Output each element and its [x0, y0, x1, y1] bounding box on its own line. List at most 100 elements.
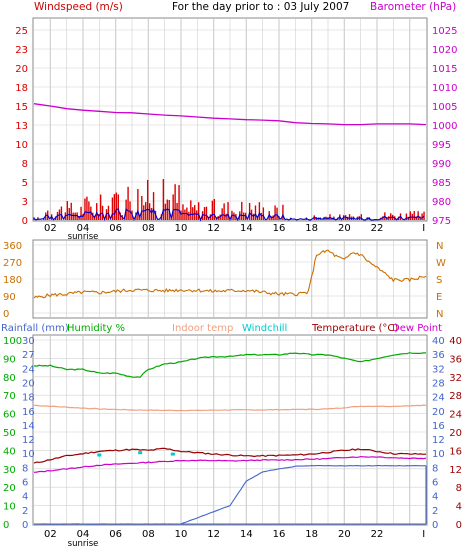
y-tick-label-temperature: 28 [449, 391, 462, 402]
temperature-legend-label: Temperature (°C) [311, 323, 398, 334]
y-tick-label-rainfall-right: 12 [432, 435, 445, 446]
y-tick-label-rainfall: 27 [22, 350, 35, 361]
y-tick-label-humidity: 80 [3, 373, 16, 384]
grid-layer [34, 19, 426, 525]
y-tick-label-rainfall-right: 40 [432, 336, 445, 347]
y-tick-label-rainfall-right: 8 [432, 463, 438, 474]
y-tick-label-windspeed: 20 [15, 64, 28, 75]
windspeed-axis-label: Windspeed (m/s) [34, 1, 123, 13]
y-tick-label-direction: 270 [3, 258, 22, 269]
x-tick-label: 16 [273, 529, 286, 540]
y-tick-label-rainfall-right: 28 [432, 378, 445, 389]
y-tick-label-rainfall: 18 [22, 393, 35, 404]
y-tick-label-windspeed: 23 [15, 45, 28, 56]
x-tick-label: 14 [240, 223, 253, 234]
y-tick-label-humidity: 100 [3, 336, 22, 347]
y-tick-label-windspeed: 13 [15, 121, 28, 132]
y-tick-label-windspeed: 3 [22, 197, 28, 208]
y-tick-label-windspeed: 0 [22, 216, 28, 227]
y-tick-label-barometer: 995 [432, 140, 451, 151]
y-tick-label-rainfall-right: 24 [432, 393, 445, 404]
y-tick-label-direction: 90 [3, 292, 16, 303]
y-tick-label-barometer: 975 [432, 216, 451, 227]
y-tick-label-windspeed: 8 [22, 159, 28, 170]
windchill-point [138, 451, 143, 455]
y-tick-label-compass: W [436, 258, 446, 269]
y-tick-label-humidity: 60 [3, 410, 16, 421]
y-tick-label-rainfall-right: 10 [432, 449, 445, 460]
y-tick-label-barometer: 1020 [432, 45, 457, 56]
y-tick-label-temperature: 40 [449, 336, 462, 347]
y-tick-label-windspeed: 5 [22, 178, 28, 189]
y-tick-label-rainfall: 12 [22, 435, 35, 446]
x-tick-label: 02 [44, 529, 57, 540]
barometer-line [33, 103, 427, 126]
dew-point-legend-label: Dew Point [392, 323, 442, 334]
y-tick-label-humidity: 70 [3, 391, 16, 402]
x-tick-label: I [422, 529, 425, 540]
y-tick-label-barometer: 985 [432, 178, 451, 189]
y-tick-label-rainfall: 10 [22, 449, 35, 460]
indoor-temp-legend-label: Indoor temp [172, 323, 233, 334]
y-tick-label-rainfall: 16 [22, 407, 35, 418]
y-tick-label-compass: S [436, 275, 442, 286]
x-tick-label: 12 [207, 529, 220, 540]
y-tick-label-rainfall: 14 [22, 421, 35, 432]
x-tick-label: 08 [142, 223, 155, 234]
x-tick-label: I [422, 223, 425, 234]
y-tick-label-temperature: 8 [456, 483, 462, 494]
y-tick-label-barometer: 1010 [432, 83, 457, 94]
y-tick-label-temperature: 20 [449, 428, 462, 439]
y-tick-label-barometer: 1005 [432, 102, 457, 113]
gust-bars-layer [33, 179, 425, 220]
y-tick-label-rainfall-right: 0 [432, 520, 438, 531]
x-tick-label: 14 [240, 529, 253, 540]
y-tick-label-compass: N [436, 309, 443, 320]
y-tick-label-humidity: 20 [3, 483, 16, 494]
y-tick-label-rainfall-right: 20 [432, 407, 445, 418]
y-tick-label-barometer: 980 [432, 197, 451, 208]
indoor-temp-line [33, 404, 427, 412]
x-tick-label: 02 [44, 223, 57, 234]
y-tick-label-rainfall: 24 [22, 364, 35, 375]
y-tick-label-compass: N [436, 241, 443, 252]
y-tick-label-rainfall: 6 [22, 478, 28, 489]
sunrise-label: sunrise [68, 539, 99, 549]
y-tick-label-humidity: 50 [3, 428, 16, 439]
y-tick-label-rainfall: 8 [22, 463, 28, 474]
y-tick-label-barometer: 1025 [432, 26, 457, 37]
y-tick-label-temperature: 4 [456, 502, 462, 513]
y-tick-label-rainfall-right: 36 [432, 350, 445, 361]
y-tick-label-rainfall: 20 [22, 378, 35, 389]
y-tick-label-temperature: 0 [456, 520, 462, 531]
x-tick-label: 06 [109, 223, 122, 234]
y-tick-label-windspeed: 10 [15, 140, 28, 151]
x-tick-label: 20 [338, 529, 351, 540]
y-tick-label-barometer: 990 [432, 159, 451, 170]
y-tick-label-humidity: 10 [3, 502, 16, 513]
x-tick-label: 20 [338, 223, 351, 234]
y-tick-label-temperature: 32 [449, 373, 462, 384]
x-tick-label: 22 [371, 529, 384, 540]
dew-point-line [33, 455, 427, 473]
y-tick-label-rainfall-right: 4 [432, 492, 438, 503]
rainfall-axis-label: Rainfall (mm) [1, 323, 69, 334]
y-tick-label-direction: 180 [3, 275, 22, 286]
y-tick-label-temperature: 12 [449, 465, 462, 476]
wind-direction-panel [32, 239, 428, 319]
y-tick-label-barometer: 1015 [432, 64, 457, 75]
y-tick-label-direction: 0 [3, 309, 9, 320]
x-tick-label: 04 [77, 223, 90, 234]
y-tick-label-humidity: 0 [3, 520, 9, 531]
rain-humidity-temperature-panel [32, 334, 428, 526]
x-tick-label: 06 [109, 529, 122, 540]
windchill-legend-label: Windchill [242, 323, 287, 334]
y-tick-label-rainfall: 4 [22, 492, 28, 503]
y-tick-label-rainfall-right: 16 [432, 421, 445, 432]
tick-labels-layer: 0358101315182023259759809859909951000100… [3, 26, 462, 549]
chart-title: For the day prior to : 03 July 2007 [172, 1, 349, 13]
y-tick-label-rainfall-right: 2 [432, 506, 438, 517]
windchill-point [170, 452, 175, 456]
y-tick-label-temperature: 16 [449, 446, 462, 457]
